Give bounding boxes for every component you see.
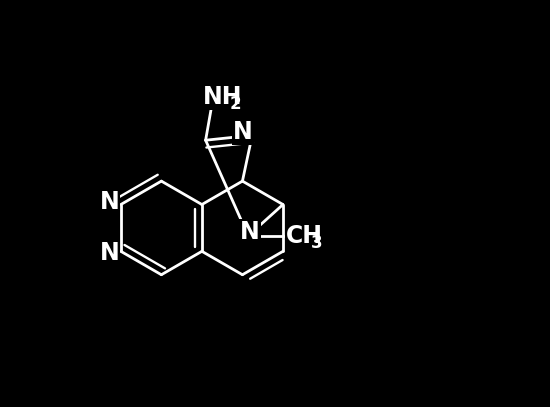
- Text: 2: 2: [229, 95, 241, 113]
- Text: NH: NH: [204, 85, 243, 109]
- Text: N: N: [100, 190, 119, 214]
- Text: 3: 3: [311, 234, 323, 252]
- Text: N: N: [233, 120, 253, 144]
- Text: N: N: [100, 241, 119, 265]
- Text: CH: CH: [286, 224, 323, 248]
- Text: N: N: [240, 220, 260, 244]
